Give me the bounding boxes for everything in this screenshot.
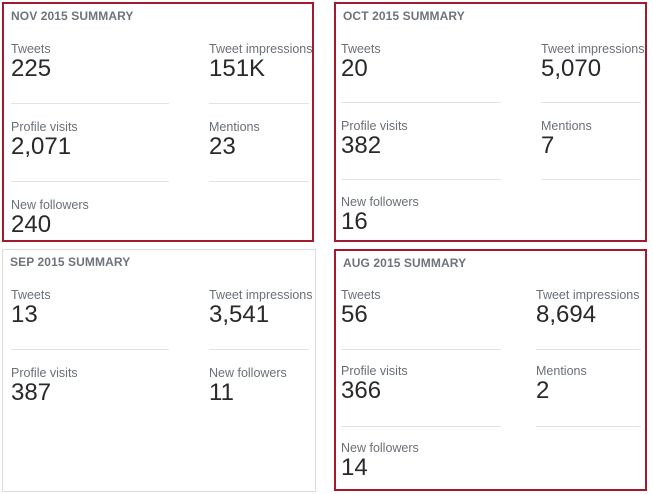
metric-profile-visits: Profile visits 2,071 <box>11 120 78 160</box>
metric-profile-visits: Profile visits 387 <box>11 366 78 406</box>
metric-mentions: Mentions 7 <box>541 119 592 159</box>
metric-mentions: Mentions 23 <box>209 120 260 160</box>
metric-value: 7 <box>541 132 555 159</box>
metric-value: 13 <box>11 301 38 328</box>
metric-value: 366 <box>341 377 382 404</box>
metric-label: Tweet impressions <box>209 42 313 56</box>
metric-tweet-impressions: Tweet impressions 3,541 <box>209 288 313 328</box>
metric-value: 16 <box>341 208 368 235</box>
metric-value: 11 <box>209 379 234 406</box>
metric-value: 14 <box>341 454 368 481</box>
metric-label: New followers <box>11 198 89 212</box>
metric-tweet-impressions: Tweet impressions 8,694 <box>536 288 640 328</box>
divider <box>341 179 501 180</box>
metric-label: New followers <box>341 195 419 209</box>
divider <box>209 349 309 350</box>
divider <box>536 349 641 350</box>
divider <box>11 349 169 350</box>
divider <box>541 179 641 180</box>
sep-2015-summary-card: SEP 2015 SUMMARY Tweets 13 Tweet impress… <box>2 249 316 492</box>
divider <box>209 181 309 182</box>
metric-value: 225 <box>11 55 52 82</box>
divider <box>341 102 501 103</box>
metric-tweet-impressions: Tweet impressions 151K <box>209 42 313 82</box>
metric-value: 20 <box>341 55 368 82</box>
metric-label: Mentions <box>536 364 587 378</box>
divider <box>341 349 501 350</box>
metric-tweets: Tweets 225 <box>11 42 51 82</box>
metric-value: 56 <box>341 301 368 328</box>
metric-label: New followers <box>209 366 287 380</box>
card-title: NOV 2015 SUMMARY <box>11 9 134 23</box>
aug-2015-summary-card: AUG 2015 SUMMARY Tweets 56 Tweet impress… <box>334 249 647 491</box>
card-title: SEP 2015 SUMMARY <box>10 255 131 269</box>
metric-new-followers: New followers 14 <box>341 441 419 481</box>
metric-label: Tweets <box>11 288 51 302</box>
metric-value: 5,070 <box>541 55 602 82</box>
metric-value: 387 <box>11 379 52 406</box>
divider <box>11 103 169 104</box>
metric-value: 8,694 <box>536 301 597 328</box>
metric-tweets: Tweets 13 <box>11 288 51 328</box>
metric-value: 151K <box>209 55 266 82</box>
metric-label: Profile visits <box>11 366 78 380</box>
metric-label: Mentions <box>541 119 592 133</box>
metric-label: Tweet impressions <box>536 288 640 302</box>
divider <box>11 181 169 182</box>
metric-new-followers: New followers 11 <box>209 366 287 406</box>
metric-value: 240 <box>11 211 52 238</box>
metric-label: Profile visits <box>341 364 408 378</box>
metric-tweets: Tweets 20 <box>341 42 381 82</box>
metric-value: 3,541 <box>209 301 270 328</box>
metric-label: Tweets <box>11 42 51 56</box>
metric-label: Mentions <box>209 120 260 134</box>
metric-profile-visits: Profile visits 366 <box>341 364 408 404</box>
metric-new-followers: New followers 240 <box>11 198 89 238</box>
metric-mentions: Mentions 2 <box>536 364 587 404</box>
oct-2015-summary-card: OCT 2015 SUMMARY Tweets 20 Tweet impress… <box>334 2 647 242</box>
nov-2015-summary-card: NOV 2015 SUMMARY Tweets 225 Tweet impres… <box>2 2 314 242</box>
divider <box>541 102 641 103</box>
divider <box>341 426 501 427</box>
metric-label: Tweets <box>341 42 381 56</box>
card-title: OCT 2015 SUMMARY <box>343 9 465 23</box>
card-title: AUG 2015 SUMMARY <box>343 256 467 270</box>
metric-label: Tweet impressions <box>209 288 313 302</box>
metric-profile-visits: Profile visits 382 <box>341 119 408 159</box>
metric-new-followers: New followers 16 <box>341 195 419 235</box>
metric-value: 2,071 <box>11 133 72 160</box>
divider <box>536 426 641 427</box>
metric-label: Profile visits <box>11 120 78 134</box>
metric-value: 2 <box>536 377 550 404</box>
metric-label: Tweet impressions <box>541 42 645 56</box>
metric-value: 382 <box>341 132 382 159</box>
metric-label: New followers <box>341 441 419 455</box>
metric-label: Profile visits <box>341 119 408 133</box>
metric-tweet-impressions: Tweet impressions 5,070 <box>541 42 645 82</box>
metric-tweets: Tweets 56 <box>341 288 381 328</box>
divider <box>209 103 309 104</box>
metric-value: 23 <box>209 133 236 160</box>
metric-label: Tweets <box>341 288 381 302</box>
